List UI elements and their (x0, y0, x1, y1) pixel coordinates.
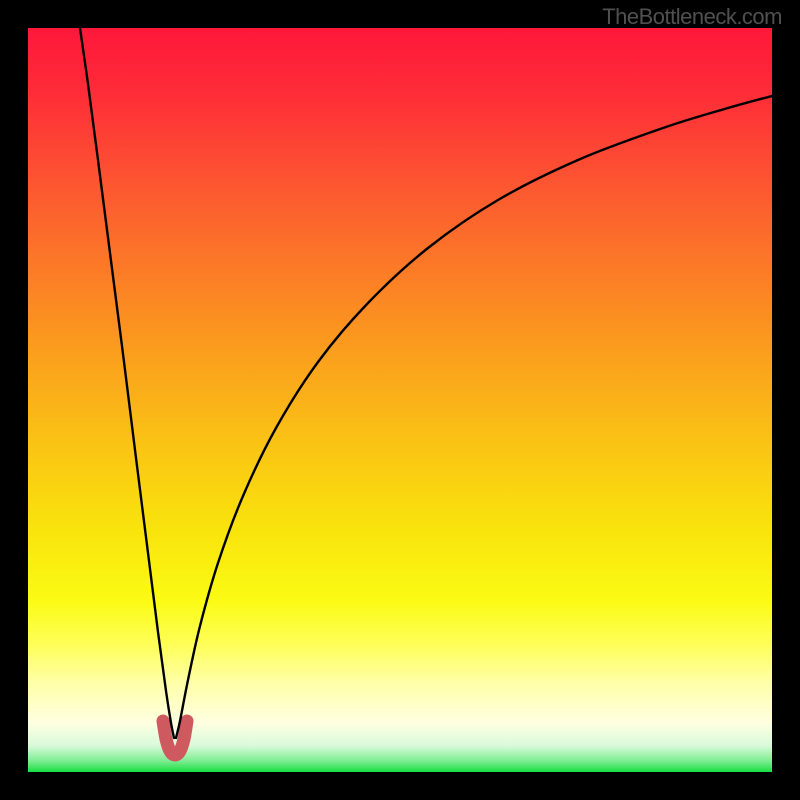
bottleneck-chart (28, 28, 772, 772)
watermark-text: TheBottleneck.com (602, 4, 782, 30)
chart-container: TheBottleneck.com (0, 0, 800, 800)
gradient-background (28, 28, 772, 772)
plot-area (28, 28, 772, 772)
